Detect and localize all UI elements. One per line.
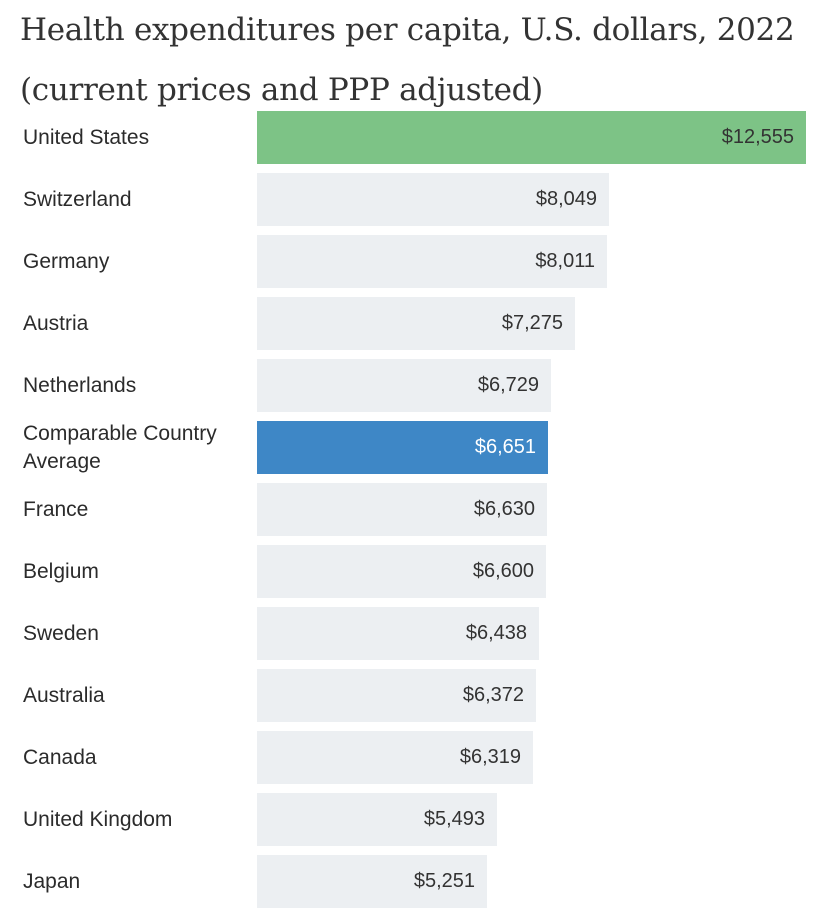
data-label: $6,319 <box>459 746 521 768</box>
bar-row: United States $12,555 <box>0 111 828 164</box>
bar-row: Sweden $6,438 <box>0 607 828 660</box>
data-label: $8,049 <box>535 188 597 210</box>
data-label: $6,438 <box>465 622 527 644</box>
category-label: Canada <box>23 745 97 769</box>
data-label: $7,275 <box>501 312 563 334</box>
category-label: Austria <box>23 311 89 335</box>
bar <box>257 545 546 598</box>
bar-row: Japan $5,251 <box>0 855 828 908</box>
data-label: $12,555 <box>721 126 794 148</box>
bar <box>257 173 609 226</box>
bar-row: United Kingdom $5,493 <box>0 793 828 846</box>
bar <box>257 855 487 908</box>
bar-row: Belgium $6,600 <box>0 545 828 598</box>
bar <box>257 359 551 412</box>
bar-row: Australia $6,372 <box>0 669 828 722</box>
bar <box>257 421 548 474</box>
bar <box>257 607 539 660</box>
category-label: United Kingdom <box>23 807 173 831</box>
category-label: Germany <box>23 249 110 273</box>
data-label: $6,651 <box>474 436 536 458</box>
data-label: $6,372 <box>462 684 524 706</box>
category-label: United States <box>23 125 150 149</box>
bar <box>257 111 806 164</box>
data-label: $6,630 <box>473 498 535 520</box>
bar-row: Austria $7,275 <box>0 297 828 350</box>
bar <box>257 731 533 784</box>
bar <box>257 669 536 722</box>
category-label: France <box>23 497 89 521</box>
category-label: Japan <box>23 869 81 893</box>
category-label: Switzerland <box>23 187 132 211</box>
bar <box>257 235 607 288</box>
data-label: $6,729 <box>477 374 539 396</box>
bar-row: Switzerland $8,049 <box>0 173 828 226</box>
category-label: Comparable Country Average <box>23 421 217 473</box>
category-label: Belgium <box>23 559 99 583</box>
category-label: Sweden <box>23 621 99 645</box>
category-label: Netherlands <box>23 373 137 397</box>
data-label: $5,251 <box>413 870 475 892</box>
bar <box>257 793 497 846</box>
bar-row: Canada $6,319 <box>0 731 828 784</box>
data-label: $6,600 <box>472 560 534 582</box>
bar-row: Comparable Country Average $6,651 <box>0 421 828 474</box>
bar-row: France $6,630 <box>0 483 828 536</box>
bar <box>257 483 547 536</box>
category-label: Australia <box>23 683 105 707</box>
bar <box>257 297 575 350</box>
bar-row: Germany $8,011 <box>0 235 828 288</box>
bar-row: Netherlands $6,729 <box>0 359 828 412</box>
chart-title: Health expenditures per capita, U.S. dol… <box>20 12 795 108</box>
data-label: $8,011 <box>535 250 595 272</box>
data-label: $5,493 <box>423 808 485 830</box>
